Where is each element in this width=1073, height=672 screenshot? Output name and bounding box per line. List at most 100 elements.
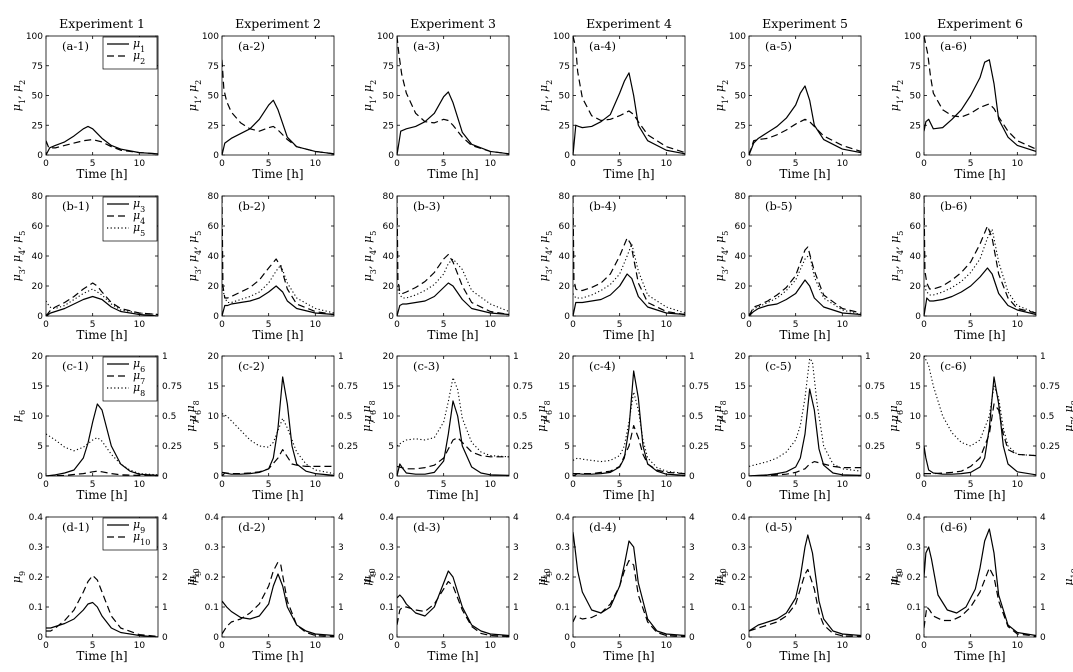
y-right-axis-label: μ10	[184, 568, 201, 585]
y-right-axis-label: μ7, μ8	[1062, 400, 1073, 432]
y-tick-label: 100	[553, 32, 570, 42]
y-axis-label: μ3, μ4, μ5	[10, 231, 27, 282]
x-tick-label: 5	[617, 480, 623, 490]
y-tick-label: 25	[208, 121, 219, 131]
series-line-mu1	[397, 91, 509, 155]
subplot-a-4: 0 25 50 75 100 0 5 10 Time [h] μ1, μ2 (a-4)	[537, 32, 686, 181]
x-tick-label: 5	[793, 641, 799, 651]
y-tick-label: 10	[910, 412, 922, 422]
series-line-mu6	[749, 388, 861, 476]
axes-box	[572, 195, 686, 317]
y-tick-label: 10	[559, 412, 571, 422]
series-line-mu5	[924, 228, 1036, 314]
series-line-mu3	[222, 285, 334, 316]
y-axis-label: μ3, μ4, μ5	[537, 231, 554, 282]
y-tick-label: 0	[37, 151, 43, 161]
y-right-tick-label: 1	[865, 352, 871, 362]
y-tick-label: 100	[729, 32, 746, 42]
legend-label: μ9	[133, 518, 145, 535]
y-tick-label: 0	[388, 633, 394, 643]
x-tick-label: 0	[219, 480, 225, 490]
y-right-tick-label: 3	[338, 543, 344, 553]
y-tick-label: 0.1	[380, 603, 394, 613]
series-line-mu10	[397, 580, 509, 637]
y-tick-label: 0.2	[380, 573, 394, 583]
axes-box	[572, 35, 686, 156]
legend-label: μ4	[133, 209, 145, 226]
series-line-mu10	[749, 568, 861, 637]
column-title: Experiment 2	[235, 16, 321, 31]
y-tick-label: 80	[735, 192, 747, 202]
x-axis-label: Time [h]	[427, 328, 478, 342]
y-right-tick-label: 0.25	[162, 442, 182, 452]
x-tick-label: 10	[134, 641, 146, 651]
panel-label: (a-5)	[765, 39, 792, 53]
y-tick-label: 0.2	[907, 573, 921, 583]
y-right-tick-label: 0	[513, 472, 519, 482]
x-tick-label: 5	[90, 641, 96, 651]
x-tick-label: 0	[570, 159, 576, 169]
x-axis-label: Time [h]	[427, 649, 478, 663]
x-tick-label: 0	[43, 480, 49, 490]
y-right-tick-label: 0	[513, 633, 519, 643]
x-tick-label: 0	[394, 641, 400, 651]
y-tick-label: 100	[202, 32, 219, 42]
column-title: Experiment 6	[937, 16, 1023, 31]
series-line-mu7	[222, 449, 334, 475]
x-axis-label: Time [h]	[252, 328, 303, 342]
y-right-tick-label: 1	[338, 352, 344, 362]
x-tick-label: 10	[1012, 480, 1024, 490]
x-tick-label: 0	[570, 320, 576, 330]
x-tick-label: 5	[793, 480, 799, 490]
y-right-tick-label: 0.75	[338, 382, 358, 392]
x-tick-label: 10	[134, 320, 146, 330]
x-tick-label: 0	[921, 480, 927, 490]
x-tick-label: 5	[441, 320, 447, 330]
series-line-mu3	[749, 279, 861, 316]
y-tick-label: 0.3	[556, 543, 570, 553]
x-tick-label: 5	[90, 320, 96, 330]
y-tick-label: 0.3	[380, 543, 394, 553]
y-tick-label: 50	[559, 92, 571, 102]
x-axis-label: Time [h]	[76, 328, 127, 342]
x-tick-label: 0	[219, 159, 225, 169]
y-axis-label: μ9	[361, 571, 378, 583]
x-tick-label: 0	[921, 320, 927, 330]
y-right-tick-label: 1	[865, 603, 871, 613]
y-tick-label: 0	[213, 312, 219, 322]
y-right-tick-label: 4	[865, 513, 871, 523]
y-right-tick-label: 0	[689, 633, 695, 643]
y-tick-label: 50	[735, 92, 747, 102]
x-tick-label: 5	[441, 159, 447, 169]
y-axis-label: μ9	[10, 571, 27, 583]
series-line-mu5	[749, 253, 861, 316]
series-line-mu8	[573, 391, 685, 475]
x-axis-label: Time [h]	[76, 167, 127, 181]
x-tick-label: 10	[310, 641, 322, 651]
y-right-tick-label: 0	[1040, 633, 1046, 643]
y-tick-label: 15	[32, 382, 43, 392]
y-tick-label: 0.4	[380, 513, 395, 523]
y-right-tick-label: 4	[513, 513, 519, 523]
y-tick-label: 25	[910, 121, 921, 131]
panel-label: (c-5)	[765, 359, 792, 373]
y-axis-label: μ1, μ2	[888, 80, 905, 112]
y-tick-label: 0.4	[205, 513, 220, 523]
y-right-tick-label: 0	[689, 472, 695, 482]
x-tick-label: 0	[570, 641, 576, 651]
y-right-tick-label: 0.5	[513, 412, 527, 422]
y-right-tick-label: 0.25	[513, 442, 533, 452]
panel-label: (a-6)	[940, 39, 967, 53]
y-tick-label: 0	[37, 312, 43, 322]
y-tick-label: 0	[388, 472, 394, 482]
series-line-mu9	[397, 570, 509, 637]
y-axis-label: μ6	[537, 410, 554, 422]
y-tick-label: 15	[208, 382, 219, 392]
y-tick-label: 0.3	[205, 543, 219, 553]
x-tick-label: 10	[134, 480, 146, 490]
y-tick-label: 0	[915, 633, 921, 643]
